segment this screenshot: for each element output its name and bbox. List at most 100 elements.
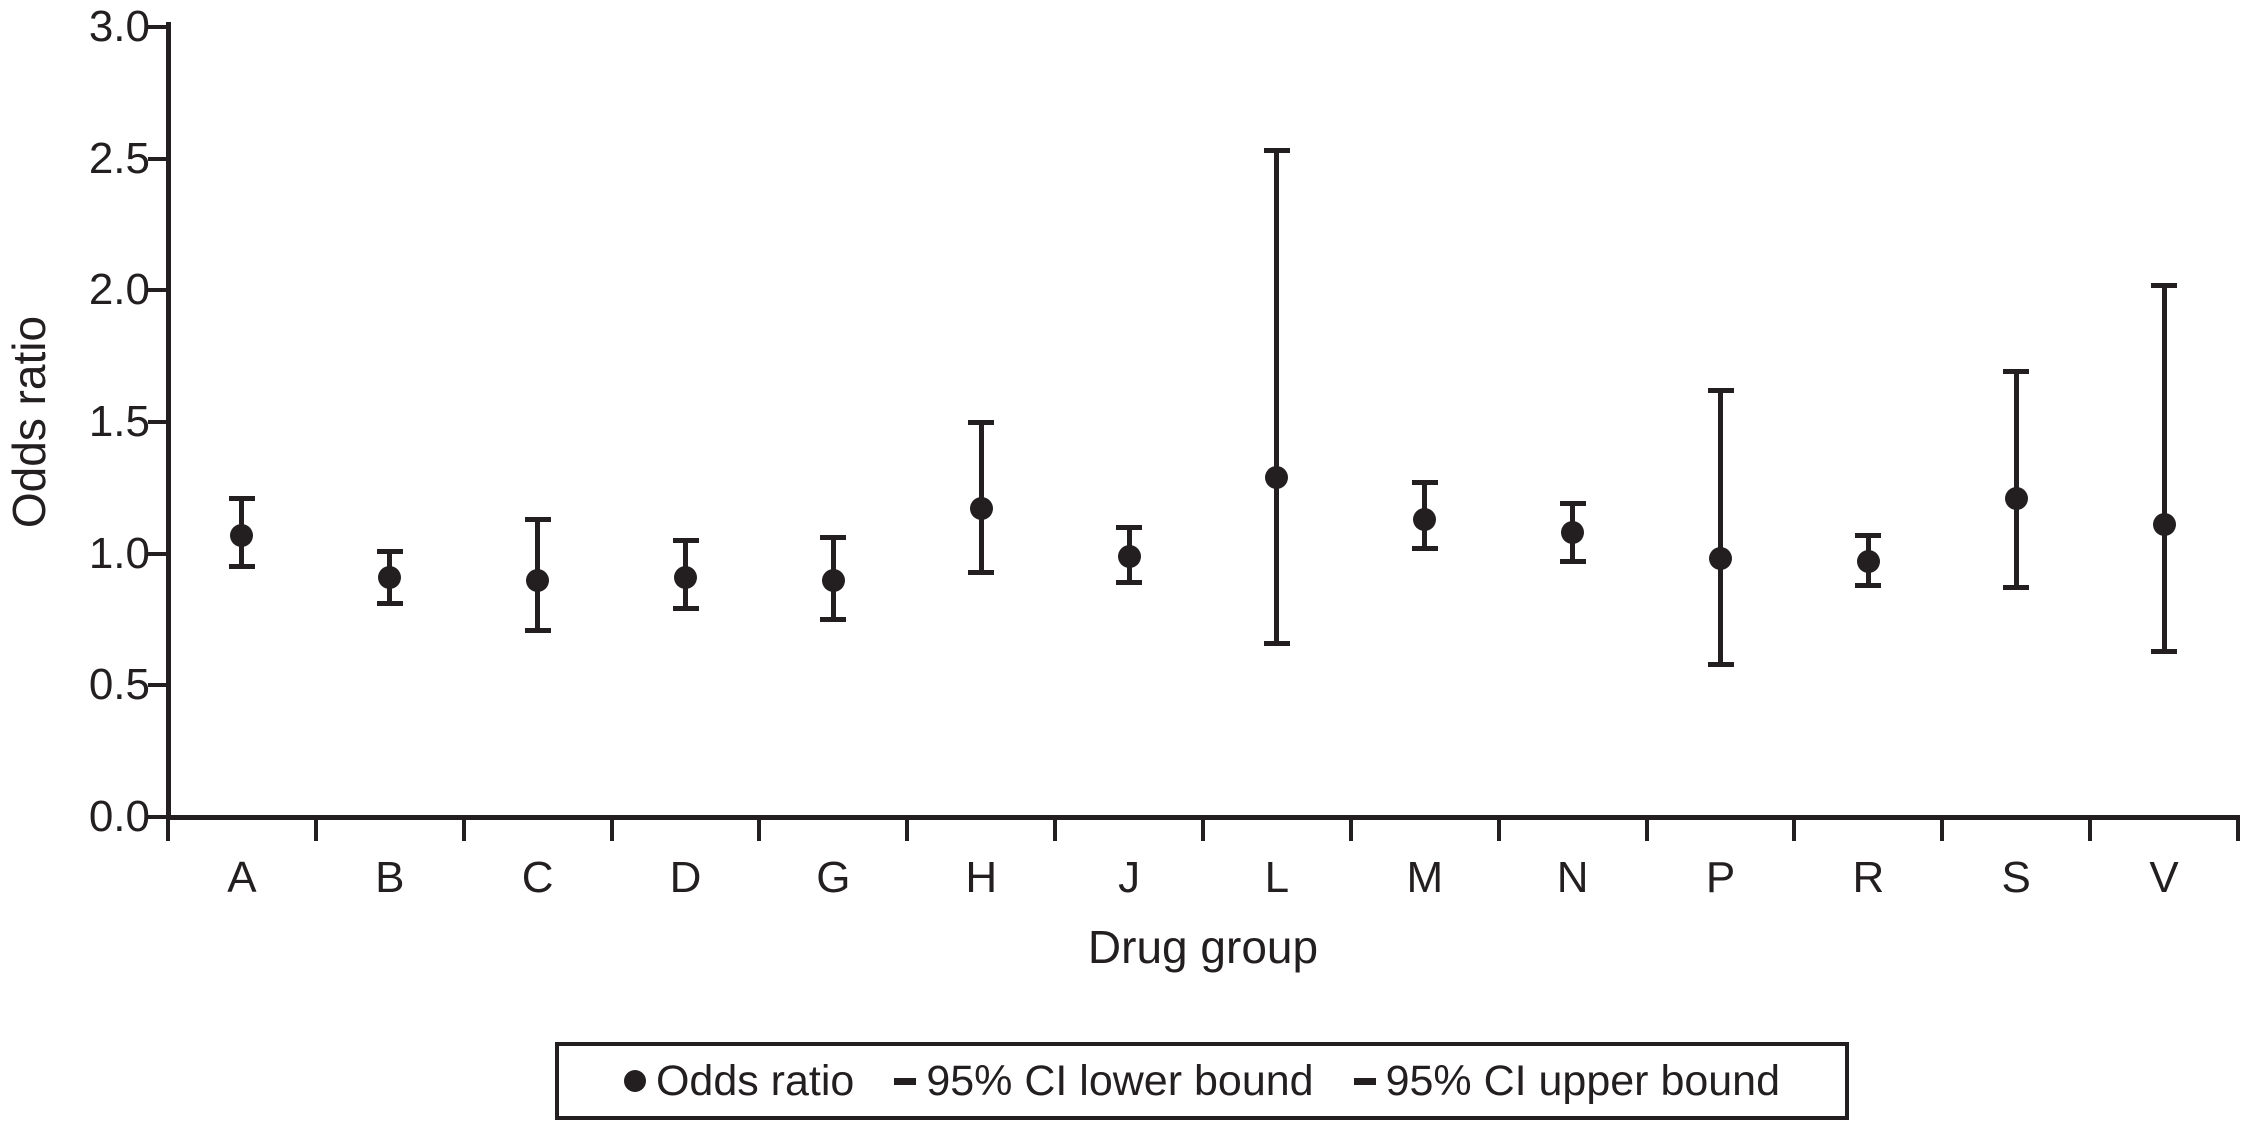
x-tick	[313, 819, 318, 841]
odds-ratio-point	[1117, 544, 1141, 568]
x-tick	[2088, 819, 2093, 841]
ci-upper-cap	[2003, 369, 2030, 375]
x-tick	[1496, 819, 1501, 841]
x-tick-label: P	[1705, 853, 1736, 902]
y-tick	[148, 551, 168, 556]
ci-whisker	[2013, 371, 2019, 588]
ci-lower-cap	[2151, 648, 2178, 654]
y-tick-label: 0.5	[88, 660, 150, 710]
ci-lower-cap	[376, 601, 403, 607]
odds-ratio-point	[674, 565, 697, 589]
x-tick	[1201, 819, 1205, 841]
ci-lower-cap	[1559, 559, 1586, 565]
ci-upper-cap	[2151, 282, 2178, 288]
ci-lower-cap	[1855, 582, 1882, 588]
y-axis-line	[166, 22, 171, 820]
ci-whisker	[1718, 390, 1723, 665]
x-tick	[166, 819, 170, 841]
odds-ratio-point	[1709, 547, 1732, 571]
ci-lower-cap	[968, 569, 995, 575]
y-tick-label: 1.5	[88, 397, 150, 446]
legend-box: Odds ratio 95% CI lower bound 95% CI upp…	[555, 1042, 1849, 1120]
odds-ratio-point	[1413, 507, 1437, 531]
y-tick	[148, 420, 168, 424]
x-tick	[1792, 819, 1797, 841]
y-tick-label: 0.0	[88, 792, 150, 841]
y-tick-label: 1.0	[88, 528, 150, 578]
x-tick-label: H	[965, 853, 998, 902]
y-tick-label: 2.0	[88, 265, 150, 315]
ci-whisker	[2161, 285, 2167, 652]
ci-upper-cap	[524, 516, 551, 522]
legend-item-ci-upper: 95% CI upper bound	[1353, 1056, 1781, 1105]
x-axis-line	[166, 815, 2240, 820]
odds-ratio-point	[1265, 465, 1289, 489]
x-tick	[609, 819, 614, 841]
ci-lower-cap	[1707, 661, 1734, 667]
ci-whisker	[1274, 150, 1280, 644]
legend-label: 95% CI lower bound	[926, 1056, 1314, 1105]
ci-lower-cap	[228, 564, 255, 570]
x-tick-label: R	[1852, 853, 1885, 902]
y-tick-label: 3.0	[88, 2, 150, 51]
odds-ratio-point	[1561, 521, 1585, 545]
x-tick	[2236, 819, 2240, 841]
ci-upper-cap	[968, 419, 995, 425]
x-axis-title: Drug group	[1087, 921, 1319, 973]
x-tick-label: S	[2001, 853, 2031, 902]
ci-lower-cap	[1411, 545, 1438, 551]
odds-ratio-point	[969, 497, 993, 521]
x-tick	[1348, 819, 1353, 841]
y-tick-label: 2.5	[88, 133, 150, 183]
ci-lower-cap	[1263, 640, 1290, 646]
ci-upper-cap	[376, 548, 403, 554]
x-tick	[1940, 819, 1945, 841]
ci-upper-cap	[672, 538, 699, 543]
x-tick-label: J	[1118, 853, 1141, 902]
ci-upper-cap	[1855, 532, 1882, 538]
ci-lower-cap	[1116, 580, 1143, 586]
y-tick	[148, 683, 168, 688]
x-tick-label: M	[1406, 853, 1444, 902]
x-tick	[1644, 819, 1649, 841]
x-tick	[757, 819, 762, 841]
y-tick	[148, 25, 168, 29]
ci-upper-cap	[1116, 524, 1143, 530]
odds-ratio-point	[526, 568, 550, 592]
x-tick-label: G	[816, 853, 851, 902]
odds-ratio-point	[1856, 550, 1880, 574]
odds-ratio-point	[2152, 513, 2176, 537]
ci-lower-cap	[524, 627, 551, 633]
x-tick-label: A	[227, 853, 257, 902]
y-tick	[148, 815, 168, 819]
y-tick	[148, 288, 168, 293]
y-tick	[148, 156, 168, 161]
ci-upper-cap	[1559, 501, 1586, 507]
legend-label: Odds ratio	[655, 1056, 855, 1105]
dash-marker-icon	[1353, 1077, 1376, 1085]
x-tick-label: N	[1556, 853, 1589, 902]
x-tick-label: C	[521, 853, 554, 902]
ci-whisker	[978, 422, 984, 573]
ci-upper-cap	[820, 535, 847, 541]
ci-lower-cap	[2003, 585, 2030, 591]
x-tick-label: B	[375, 853, 405, 902]
x-tick	[1053, 819, 1058, 841]
ci-upper-cap	[1411, 480, 1438, 486]
ci-upper-cap	[1707, 387, 1734, 393]
x-tick	[905, 819, 910, 841]
odds-ratio-point	[821, 568, 845, 592]
ci-upper-cap	[228, 495, 255, 501]
circle-marker-icon	[623, 1070, 646, 1092]
ci-lower-cap	[672, 606, 699, 612]
x-tick	[461, 819, 466, 841]
x-tick-label: L	[1264, 853, 1290, 902]
dash-marker-icon	[894, 1077, 917, 1085]
x-tick-label: D	[669, 853, 702, 902]
ci-upper-cap	[1263, 148, 1290, 154]
odds-ratio-point	[2004, 486, 2028, 510]
legend-item-odds-ratio: Odds ratio	[623, 1056, 855, 1105]
x-tick-label: V	[2149, 853, 2179, 902]
legend-label: 95% CI upper bound	[1385, 1056, 1781, 1105]
